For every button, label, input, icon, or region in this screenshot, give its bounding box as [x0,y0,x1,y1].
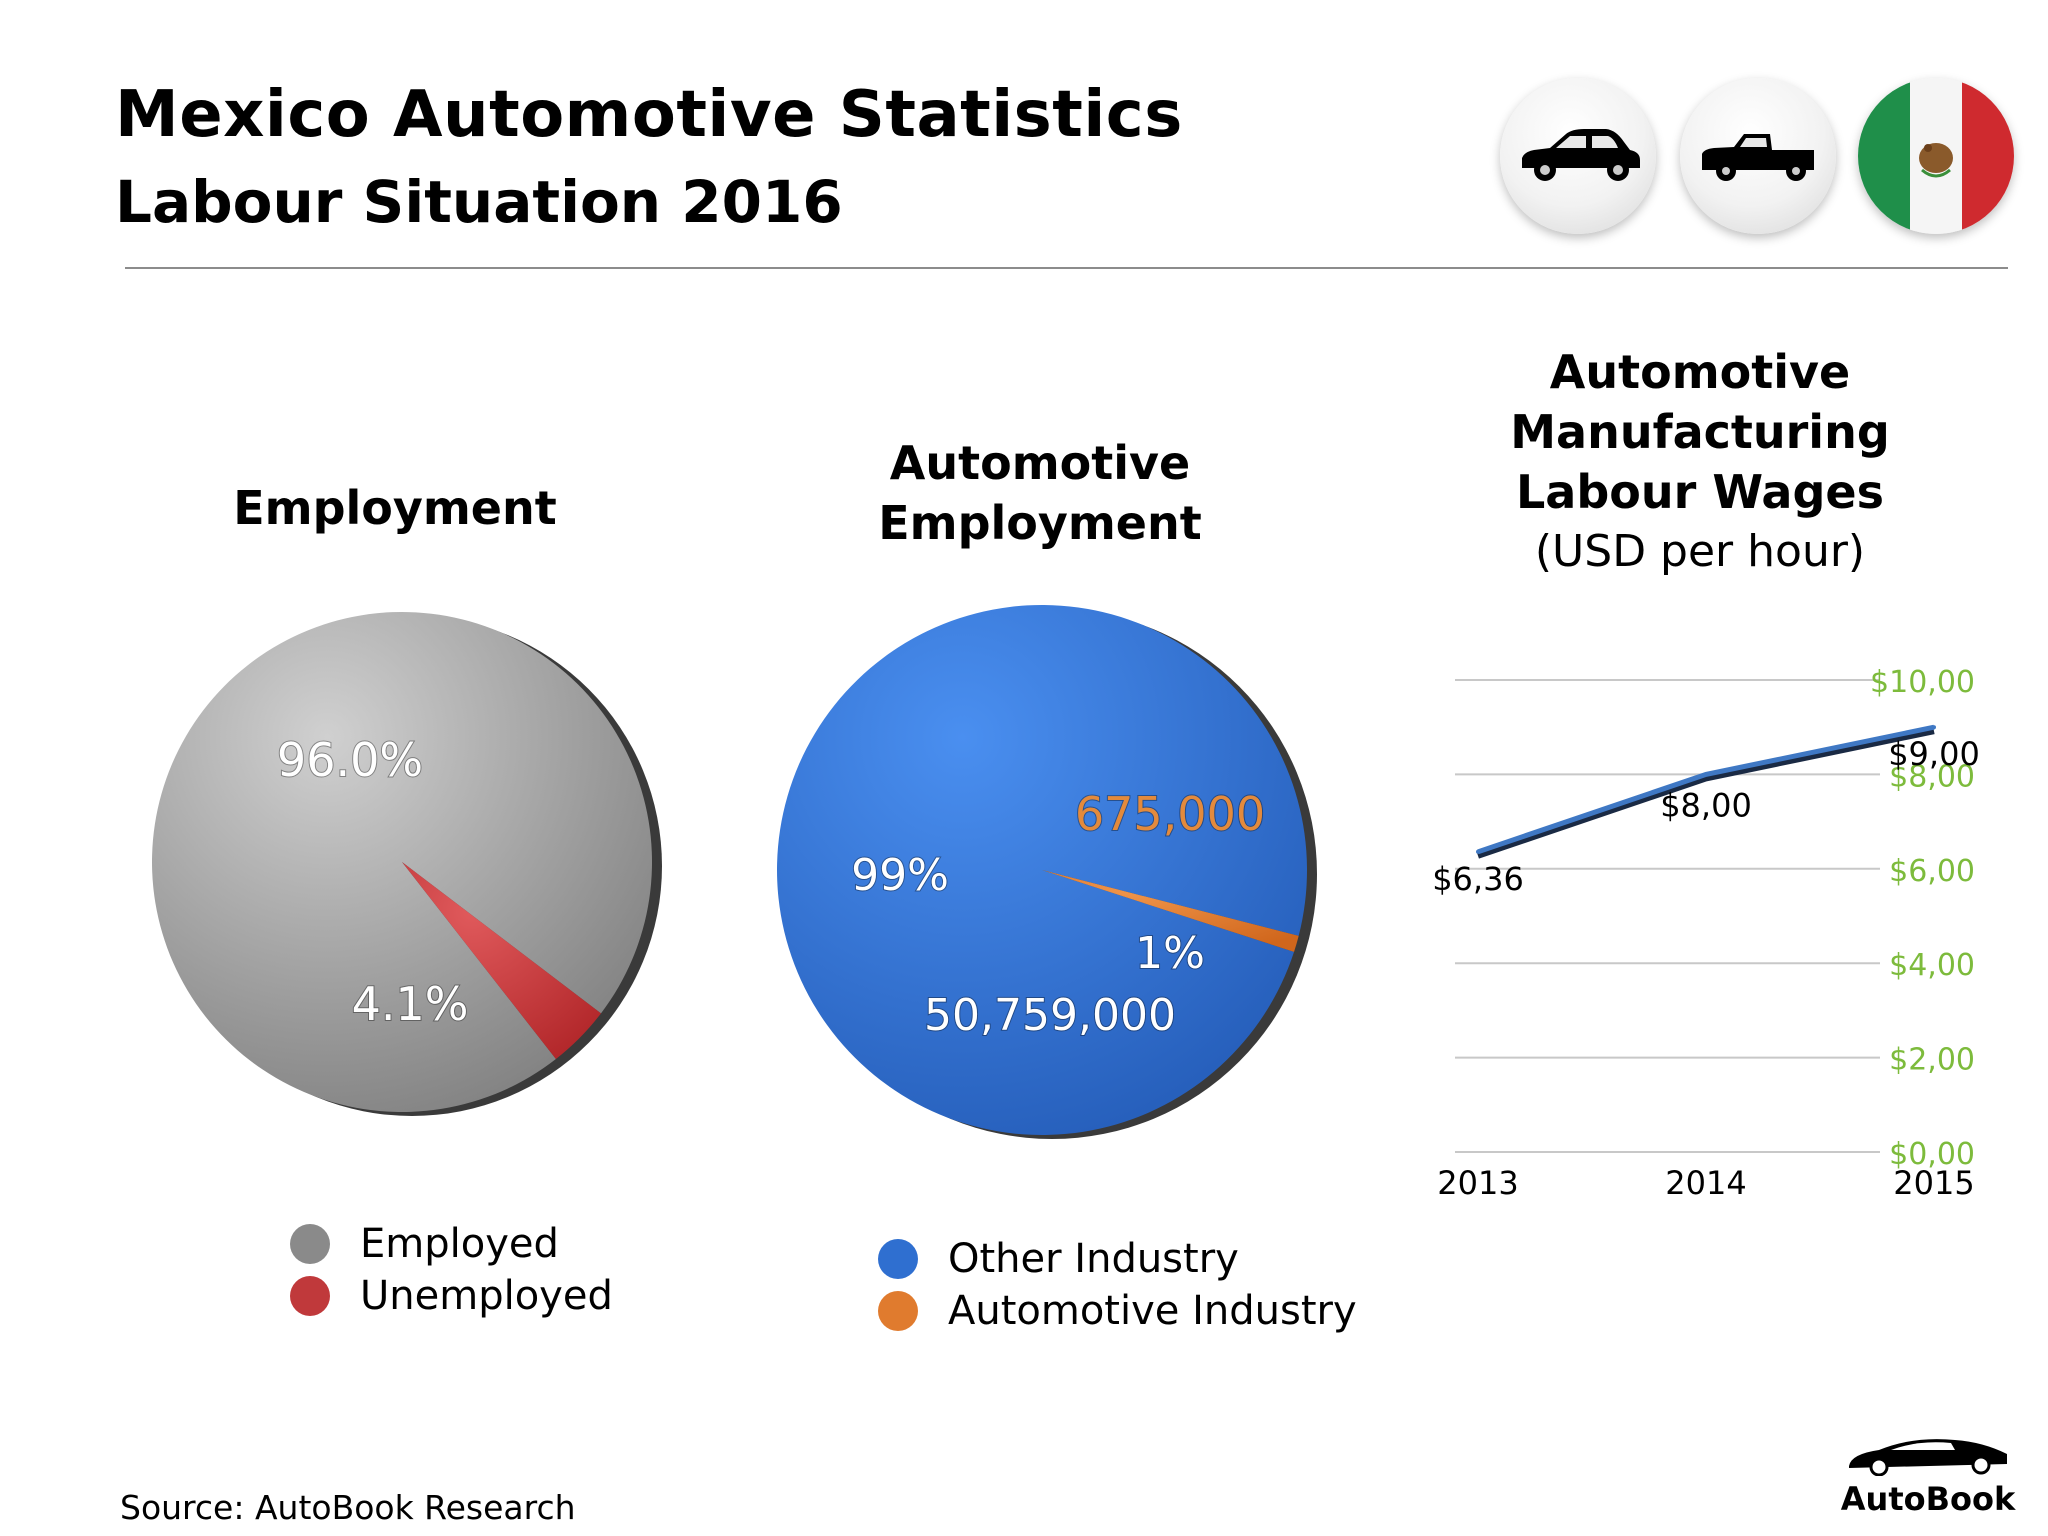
sports-car-icon [1849,1439,2007,1477]
employed-percent-label: 96.0% [277,733,423,787]
wage-point [1476,849,1480,854]
car-icon [1522,129,1640,181]
y-tick-label: $8,00 [1889,759,1975,794]
other-industry-count-label: 50,759,000 [924,990,1176,1041]
wages-title: Automotive Manufacturing Labour Wages (USD… [1510,345,1890,577]
wage-data-label: $6,36 [1432,860,1524,898]
page-subtitle: Labour Situation 2016 [115,168,843,236]
x-tick-label: 2013 [1437,1164,1518,1200]
automotive-count-label: 675,000 [1075,787,1265,841]
pie-slice-automotive-industry [1042,870,1299,952]
unemployed-percent-label: 4.1% [352,977,469,1031]
pickup-badge [1680,78,1836,234]
legend-item: Employed [290,1218,613,1270]
mexico-flag-badge [1858,78,2014,234]
automotive-employment-pie-chart: 99% 50,759,000 1% 675,000 [777,604,1317,1139]
pie-slice-other-industry [777,604,1308,1135]
employment-pie-chart: 96.0% 4.1% [152,612,662,1116]
car-badge [1500,78,1656,234]
legend-label: Automotive Industry [948,1288,1357,1334]
mexico-flag-icon [1858,78,2014,234]
employment-legend: Employed Unemployed [290,1218,613,1322]
employment-title: Employment [233,481,557,535]
legend-label: Employed [360,1221,559,1267]
wage-point [1932,725,1936,730]
wage-data-label: $9,00 [1888,735,1980,773]
automotive-employment-title: Automotive Employment [878,436,1202,550]
x-tick-label: 2015 [1893,1164,1974,1200]
wage-data-label: $8,00 [1660,786,1752,824]
unemployed-swatch [290,1276,330,1316]
automotive-employment-legend: Other Industry Automotive Industry [878,1233,1357,1337]
pie-slice-unemployed [402,862,601,1060]
automotive-percent-label: 1% [1135,928,1205,979]
page-title: Mexico Automotive Statistics [115,78,1183,152]
y-tick-label: $10,00 [1870,665,1975,700]
wage-point [1704,772,1708,777]
legend-item: Other Industry [878,1233,1357,1285]
y-tick-label: $6,00 [1889,854,1975,889]
wages-line-chart: $0,00 $2,00 $4,00 $6,00 $8,00 $10,00 $6,36 2013… [1432,665,1980,1200]
x-tick-label: 2014 [1665,1164,1746,1200]
other-industry-percent-label: 99% [851,850,949,901]
autobook-logo: AutoBook [1838,1432,2018,1518]
legend-item: Automotive Industry [878,1285,1357,1337]
other-industry-swatch [878,1239,918,1279]
y-tick-label: $2,00 [1889,1043,1975,1078]
pickup-truck-icon [1702,134,1814,181]
header-divider [125,267,2008,269]
employed-swatch [290,1224,330,1264]
automotive-industry-swatch [878,1291,918,1331]
y-tick-label: $4,00 [1889,948,1975,983]
legend-item: Unemployed [290,1270,613,1322]
source-note: Source: AutoBook Research [120,1488,576,1527]
legend-label: Unemployed [360,1273,613,1319]
y-tick-label: $0,00 [1889,1137,1975,1172]
legend-label: Other Industry [948,1236,1239,1282]
wage-line-shadow [1477,728,1935,859]
brand-name: AutoBook [1840,1480,2016,1518]
